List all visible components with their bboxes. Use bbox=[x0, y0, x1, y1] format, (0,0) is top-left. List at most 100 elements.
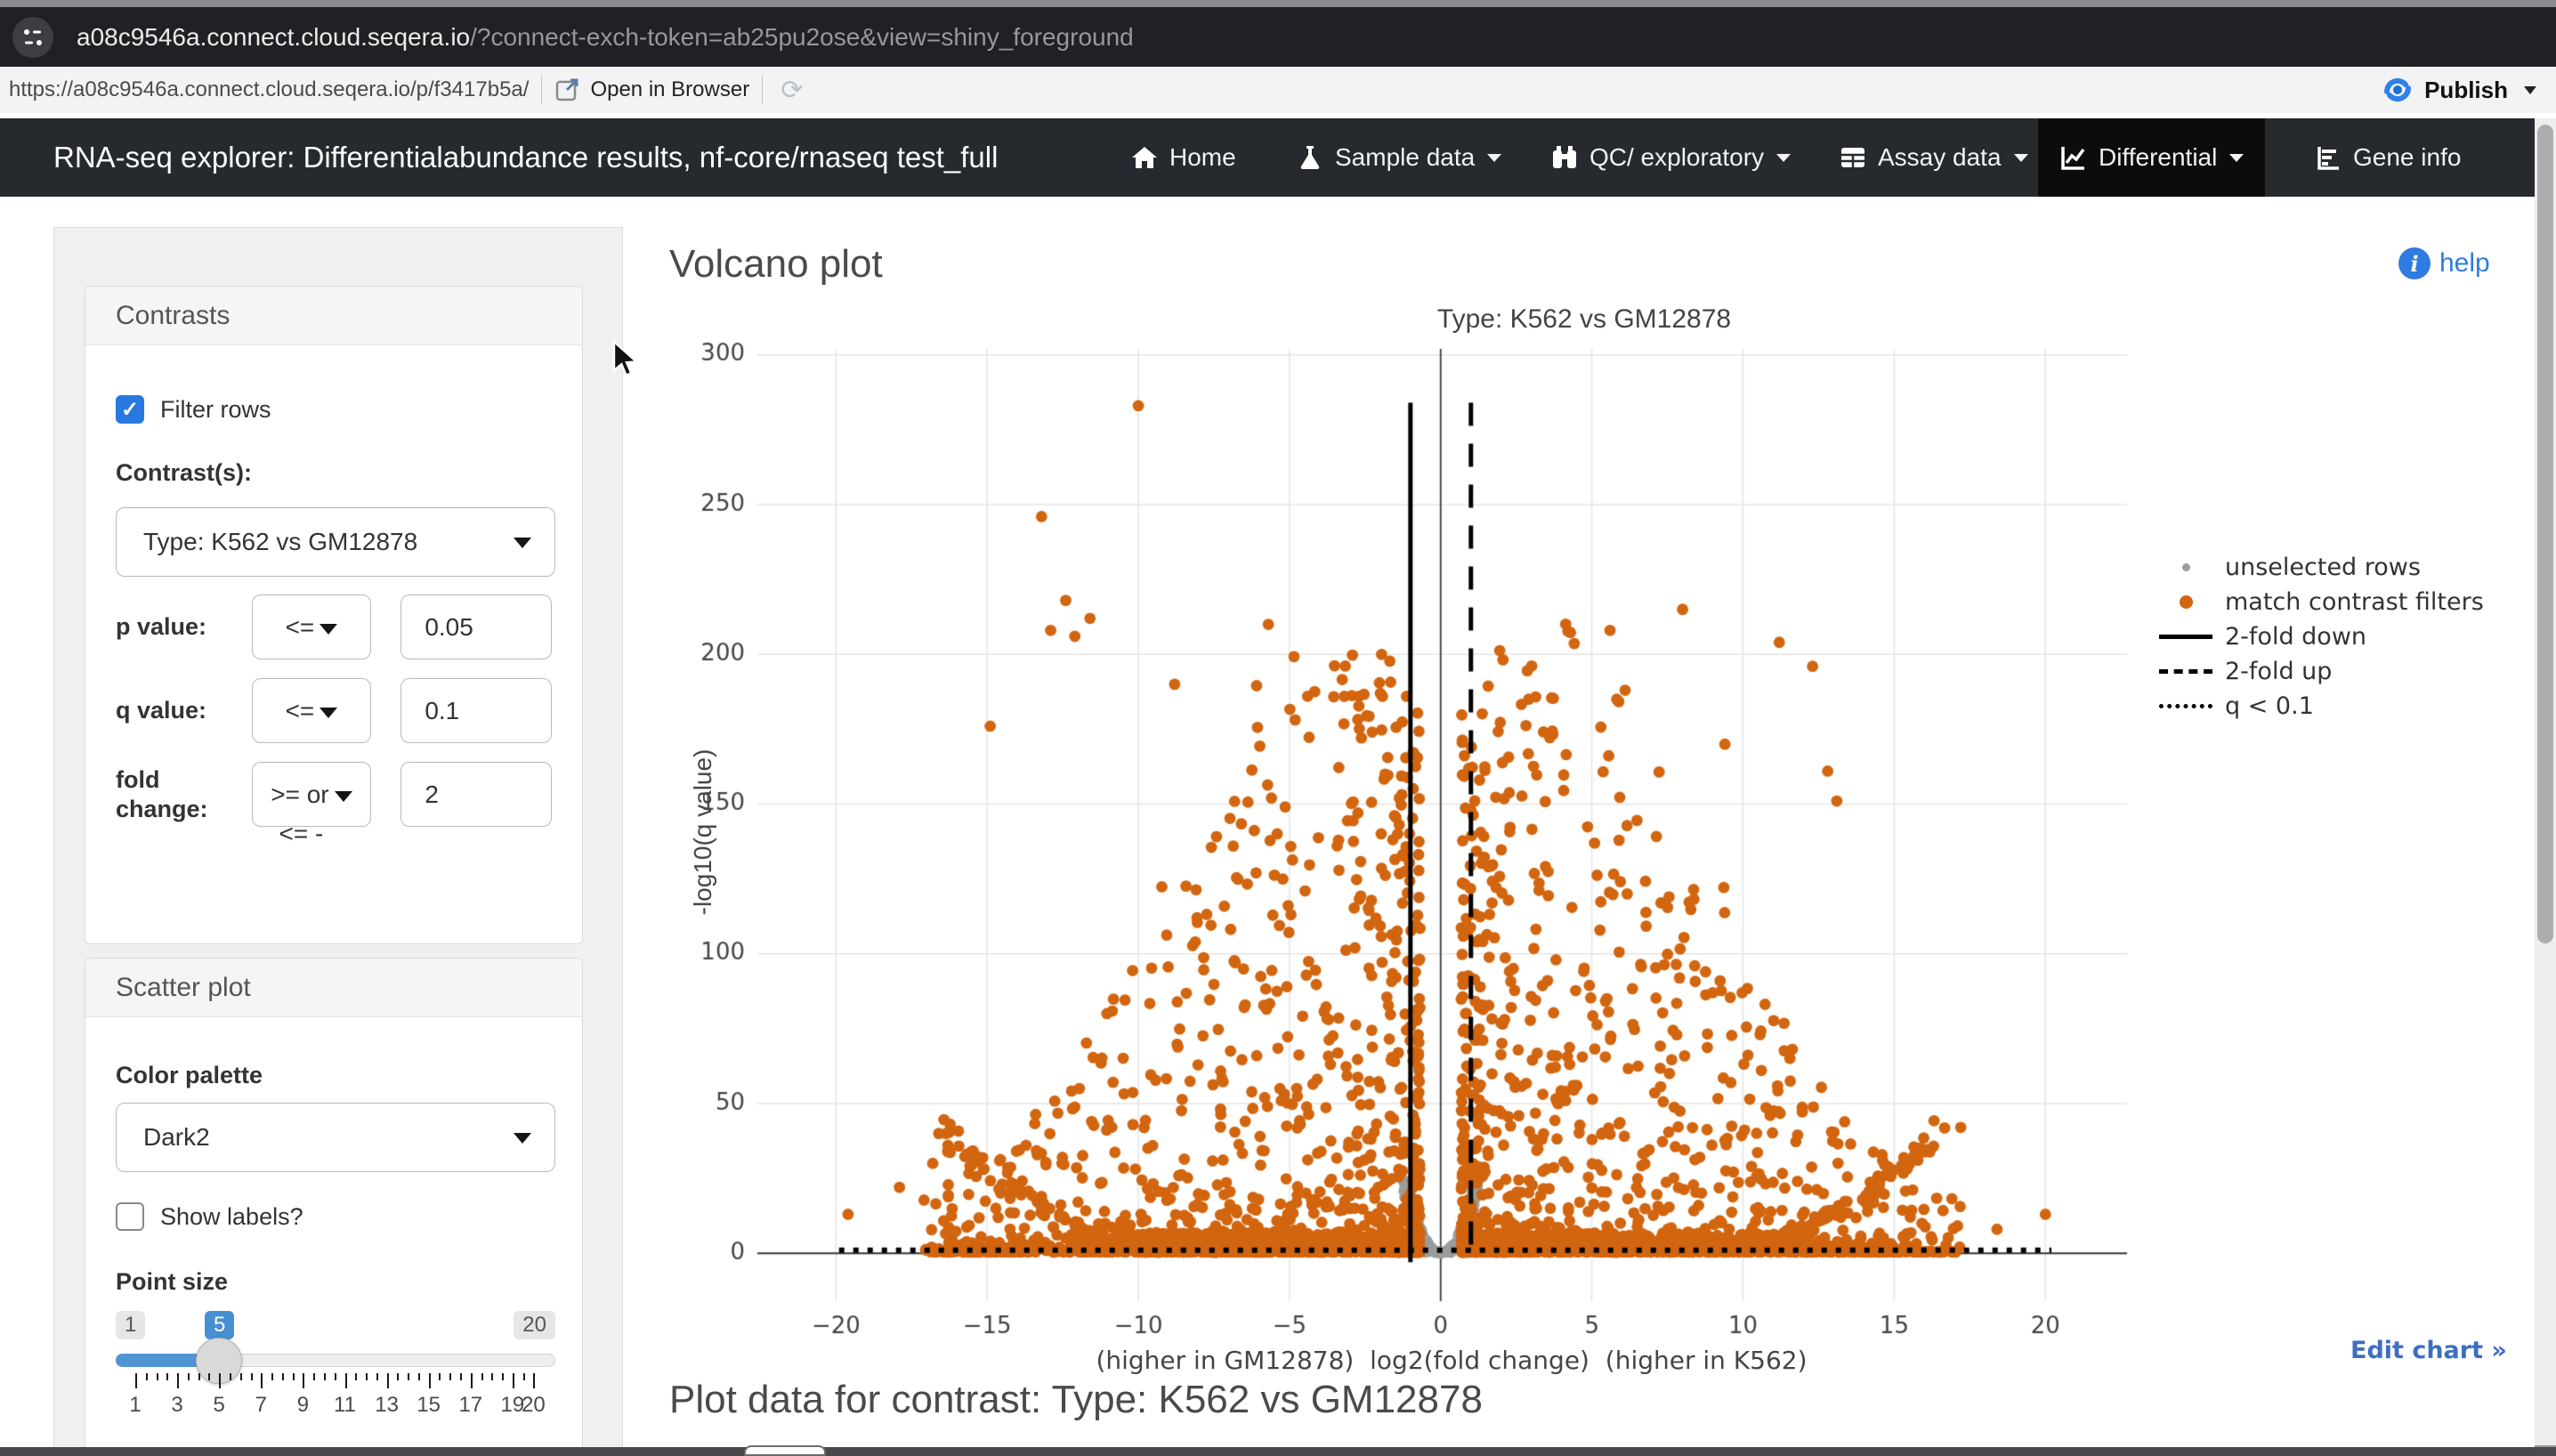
show-labels-label: Show labels? bbox=[160, 1202, 303, 1230]
publish-label: Publish bbox=[2424, 76, 2508, 103]
slider-tick bbox=[533, 1373, 536, 1388]
slider-value-badge: 5 bbox=[205, 1311, 235, 1339]
slider-tick-label: 13 bbox=[375, 1393, 399, 1417]
slider-tick bbox=[156, 1373, 158, 1380]
p-value-input[interactable]: 0.05 bbox=[400, 595, 552, 659]
browser-tab-bar: a08c9546a.connect.cloud.seqera.io/?conne… bbox=[0, 7, 2556, 67]
show-labels-checkbox-row[interactable]: Show labels? bbox=[116, 1202, 303, 1231]
legend-label: 2-fold down bbox=[2225, 623, 2367, 651]
color-palette-select[interactable]: Dark2 bbox=[116, 1103, 555, 1172]
slider-tick bbox=[397, 1373, 400, 1380]
nav-item-gene-info[interactable]: Gene info bbox=[2293, 118, 2482, 197]
nav-item-home[interactable]: Home bbox=[1109, 118, 1258, 197]
volcano-plot-canvas[interactable] bbox=[676, 320, 2172, 1388]
slider-tick bbox=[460, 1373, 463, 1380]
tab-url-host: a08c9546a.connect.cloud.seqera.io bbox=[77, 22, 471, 51]
refresh-icon[interactable]: ⟳ bbox=[781, 75, 804, 105]
slider-tick-label: 19 bbox=[500, 1393, 525, 1417]
external-link-icon bbox=[556, 78, 578, 101]
slider-tick bbox=[261, 1373, 263, 1388]
info-icon: i bbox=[2398, 247, 2431, 279]
slider-tick bbox=[344, 1373, 347, 1388]
contrast-select-label: Contrast(s): bbox=[116, 459, 252, 486]
filter-rows-checkbox-row[interactable]: ✓ Filter rows bbox=[116, 395, 271, 424]
fold-change-filter-row: fold change: >= or <= - 2 bbox=[116, 762, 552, 847]
slider-tick-label: 15 bbox=[417, 1393, 441, 1417]
scatter-plot-panel: Scatter plot Color palette Dark2 Show la… bbox=[85, 958, 583, 1456]
legend-label: 2-fold up bbox=[2225, 658, 2333, 685]
legend-item[interactable]: unselected rows bbox=[2157, 550, 2484, 585]
chart-legend: unselected rows match contrast filters 2-f… bbox=[2157, 550, 2484, 724]
legend-marker-line-solid bbox=[2157, 635, 2214, 639]
legend-item[interactable]: match contrast filters bbox=[2157, 585, 2484, 619]
contrast-select[interactable]: Type: K562 vs GM12878 bbox=[116, 507, 555, 577]
contrasts-panel-title: Contrasts bbox=[85, 287, 582, 345]
q-value-input[interactable]: 0.1 bbox=[400, 678, 552, 743]
q-value-operator: <= bbox=[285, 696, 315, 724]
legend-label: unselected rows bbox=[2225, 554, 2421, 581]
legend-item[interactable]: 2-fold up bbox=[2157, 654, 2484, 689]
edit-chart-link[interactable]: Edit chart » bbox=[2350, 1337, 2507, 1364]
slider-tick-label: 9 bbox=[296, 1393, 310, 1417]
slider-tick bbox=[166, 1373, 169, 1380]
p-value-label: p value: bbox=[116, 613, 207, 641]
show-labels-checkbox[interactable] bbox=[116, 1202, 144, 1231]
nav-item-label: Gene info bbox=[2353, 143, 2462, 171]
slider-ruler: 1 3 5 7 9 11 13 15 17 19 20 bbox=[116, 1370, 555, 1417]
slider-tick bbox=[502, 1373, 505, 1380]
tab-url[interactable]: a08c9546a.connect.cloud.seqera.io/?conne… bbox=[77, 23, 1134, 52]
slider-max-badge: 20 bbox=[514, 1311, 555, 1339]
slider-tick bbox=[439, 1373, 441, 1380]
slider-tick-label: 11 bbox=[334, 1393, 356, 1417]
slider-tick bbox=[428, 1373, 431, 1388]
q-value-label: q value: bbox=[116, 697, 207, 724]
legend-item[interactable]: q < 0.1 bbox=[2157, 689, 2484, 724]
slider-tick bbox=[481, 1373, 483, 1380]
legend-item[interactable]: 2-fold down bbox=[2157, 619, 2484, 654]
point-size-label: Point size bbox=[116, 1268, 229, 1295]
scrollbar-thumb[interactable] bbox=[2537, 125, 2553, 943]
fold-change-input[interactable]: 2 bbox=[400, 762, 552, 827]
p-value-operator-select[interactable]: <= bbox=[251, 595, 372, 659]
slider-handle[interactable] bbox=[196, 1338, 242, 1384]
nav-item-assay-data[interactable]: Assay data bbox=[1817, 118, 2050, 197]
fold-change-operator-select[interactable]: >= or <= - bbox=[251, 762, 372, 847]
app-navbar: RNA-seq explorer: Differentialabundance … bbox=[0, 118, 2556, 197]
filter-rows-checkbox[interactable]: ✓ bbox=[116, 395, 144, 424]
help-link[interactable]: i help bbox=[2398, 247, 2490, 279]
publish-button[interactable]: Publish bbox=[2380, 67, 2536, 113]
nav-item-qc-exploratory[interactable]: QC/ exploratory bbox=[1529, 118, 1812, 197]
slider-fill bbox=[116, 1354, 219, 1367]
slider-min-badge: 1 bbox=[116, 1311, 146, 1339]
nav-item-differential[interactable]: Differential bbox=[2038, 118, 2266, 197]
color-palette-value: Dark2 bbox=[143, 1123, 210, 1151]
site-settings-icon[interactable] bbox=[12, 16, 53, 58]
legend-label: q < 0.1 bbox=[2225, 692, 2314, 720]
fold-change-operator: >= or bbox=[271, 780, 329, 808]
slider-tick bbox=[250, 1373, 253, 1380]
dropdown-caret-icon bbox=[2229, 153, 2245, 162]
slider-tick bbox=[135, 1373, 137, 1388]
contrast-select-value: Type: K562 vs GM12878 bbox=[143, 528, 418, 555]
table-page-size-select[interactable] bbox=[744, 1445, 826, 1456]
chart-bar-icon bbox=[2317, 147, 2339, 170]
nav-item-label: Home bbox=[1169, 143, 1236, 171]
nav-item-label: Assay data bbox=[1878, 143, 2002, 171]
slider-tick bbox=[239, 1373, 242, 1380]
seqera-connect-icon bbox=[2384, 77, 2412, 102]
slider-tick bbox=[313, 1373, 316, 1380]
legend-marker-dot-small bbox=[2157, 563, 2214, 571]
slider-tick bbox=[512, 1373, 514, 1388]
chevron-down-icon bbox=[320, 623, 338, 635]
q-value-operator-select[interactable]: <= bbox=[251, 678, 372, 743]
fold-change-text: 2 bbox=[425, 780, 439, 808]
slider-tick bbox=[208, 1373, 211, 1380]
slider-tick-label: 7 bbox=[255, 1393, 267, 1417]
legend-marker-line-dotted bbox=[2157, 704, 2214, 708]
slider-tick bbox=[145, 1373, 148, 1380]
open-in-browser-button[interactable]: Open in Browser bbox=[554, 77, 749, 103]
slider-tick bbox=[470, 1373, 473, 1388]
chevron-down-icon bbox=[514, 1133, 531, 1144]
nav-item-sample-data[interactable]: Sample data bbox=[1274, 118, 1523, 197]
p-value-filter-row: p value: <= 0.05 bbox=[116, 595, 552, 659]
